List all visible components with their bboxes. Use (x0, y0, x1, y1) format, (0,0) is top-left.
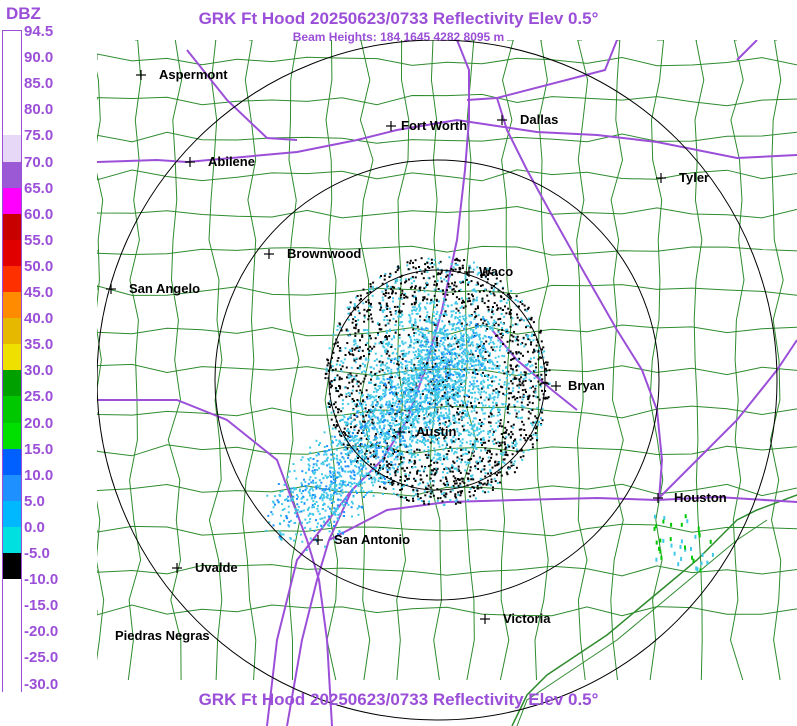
city-label: Victoria (503, 611, 551, 626)
city-label: San Antonio (334, 532, 410, 547)
legend-value-label: 50.0 (24, 257, 54, 275)
legend-swatch (3, 448, 21, 476)
legend-value-label: 80.0 (24, 101, 54, 119)
legend-swatch (3, 318, 21, 346)
legend-value-label: 30.0 (24, 362, 54, 380)
interstate-highways (97, 40, 797, 726)
legend-swatch (3, 187, 21, 215)
map-title: GRK Ft Hood 20250623/0733 Reflectivity E… (198, 9, 599, 28)
legend-swatch (3, 31, 21, 58)
city-label: Abilene (208, 154, 255, 169)
city-label: Uvalde (195, 560, 238, 575)
legend-value-label: -15.0 (24, 597, 59, 615)
legend-value-label: 60.0 (24, 205, 54, 223)
legend-swatch (3, 657, 21, 685)
legend-value-label: 75.0 (24, 127, 54, 145)
city-marker: Tyler (656, 170, 709, 185)
legend-value-label: -25.0 (24, 649, 59, 667)
city-marker: Piedras Negras (115, 628, 210, 643)
city-marker: Fort Worth (386, 118, 467, 133)
legend-value-label: 94.5 (24, 23, 54, 40)
legend-swatch (3, 422, 21, 450)
legend-value-label: 65.0 (24, 179, 54, 197)
color-legend-bar (2, 30, 22, 711)
city-label: Houston (674, 490, 727, 505)
county-boundaries (97, 40, 797, 681)
legend-value-label: 35.0 (24, 336, 54, 354)
legend-value-label: 40.0 (24, 310, 54, 328)
legend-swatch (3, 161, 21, 189)
legend-swatch (3, 500, 21, 528)
city-label: Waco (479, 264, 513, 279)
legend-value-label: 25.0 (24, 388, 54, 406)
city-label: Bryan (568, 378, 605, 393)
legend-swatch (3, 631, 21, 659)
city-marker: Austin (395, 424, 457, 439)
city-label: Austin (416, 424, 457, 439)
city-label: Fort Worth (401, 118, 467, 133)
city-marker: Victoria (480, 611, 551, 626)
city-marker: Waco (464, 264, 513, 279)
legend-swatch (3, 344, 21, 372)
city-marker: Brownwood (264, 246, 361, 261)
legend-value-label: 70.0 (24, 153, 54, 171)
city-label: Aspermont (159, 67, 228, 82)
legend-swatch (3, 683, 21, 711)
legend-value-label: -5.0 (24, 545, 50, 562)
legend-swatch (3, 370, 21, 398)
city-label: Dallas (520, 112, 558, 127)
legend-value-label: 0.0 (24, 518, 45, 536)
legend-swatch (3, 553, 21, 580)
legend-swatch (3, 57, 21, 85)
city-label: Tyler (679, 170, 709, 185)
legend-swatch (3, 579, 21, 607)
legend-unit-label: DBZ (6, 4, 41, 23)
city-marker: San Antonio (313, 532, 410, 547)
legend-swatch (3, 239, 21, 267)
legend-value-label: 45.0 (24, 284, 54, 301)
legend-swatch (3, 396, 21, 424)
legend-swatch (3, 83, 21, 111)
legend-value-label: -10.0 (24, 571, 59, 589)
legend-swatch (3, 526, 21, 554)
legend-swatch (3, 605, 21, 633)
legend-swatch (3, 292, 21, 319)
legend-swatch (3, 213, 21, 241)
legend-value-label: 5.0 (24, 492, 45, 510)
city-marker: San Angelo (106, 281, 200, 296)
city-marker: Aspermont (136, 67, 228, 82)
city-marker: Dallas (497, 112, 558, 127)
map-title-bottom: GRK Ft Hood 20250623/0733 Reflectivity E… (198, 690, 599, 709)
legend-swatch (3, 135, 21, 163)
legend-value-label: 85.0 (24, 75, 54, 93)
legend-value-label: 10.0 (24, 466, 54, 484)
city-marker: Houston (653, 490, 727, 505)
legend-value-label: -30.0 (24, 675, 59, 693)
city-label: San Angelo (129, 281, 200, 296)
gulf-coastline (511, 494, 797, 726)
range-rings (97, 40, 778, 721)
legend-swatch (3, 474, 21, 502)
city-marker: Bryan (551, 378, 605, 393)
legend-swatch (3, 109, 21, 137)
legend-value-label: 55.0 (24, 231, 54, 249)
city-marker: Abilene (185, 154, 255, 169)
city-marker: Uvalde (172, 560, 238, 575)
city-label: Piedras Negras (115, 628, 210, 643)
legend-value-label: 20.0 (24, 414, 54, 432)
radar-map[interactable]: Aspermont Fort Worth Dallas Abilene Tyler Bro… (97, 40, 797, 726)
reflectivity-echoes (265, 256, 714, 573)
city-markers: Aspermont Fort Worth Dallas Abilene Tyler Bro… (106, 67, 727, 643)
city-label: Brownwood (287, 246, 361, 261)
legend-value-label: 15.0 (24, 440, 54, 458)
legend-swatch (3, 265, 21, 293)
legend-value-label: 90.0 (24, 49, 54, 67)
legend-value-label: -20.0 (24, 623, 59, 641)
